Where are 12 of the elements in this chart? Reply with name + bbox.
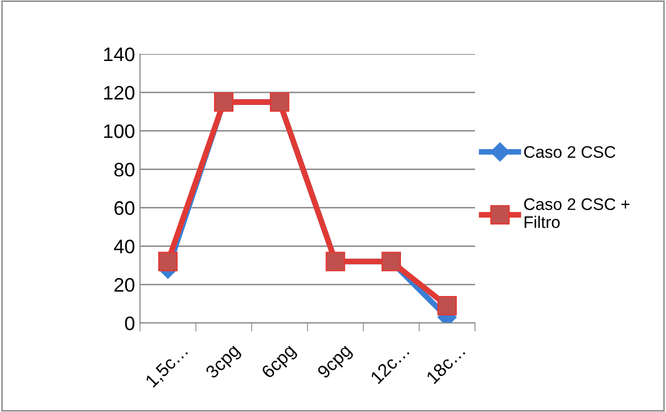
y-tick-label: 0 [125, 316, 134, 330]
y-tick-label: 120 [104, 86, 134, 100]
y-tick-label: 60 [114, 201, 134, 215]
y-tick-label: 140 [104, 47, 134, 62]
y-tick-label: 80 [114, 162, 134, 177]
legend-label: Caso 2 CSC [524, 146, 616, 158]
y-tick-label: 100 [104, 124, 134, 138]
legend-label: Caso 2 CSC + Filtro [524, 198, 630, 228]
point [158, 252, 178, 272]
y-tick-label: 40 [114, 240, 134, 254]
y-tick-label: 20 [114, 278, 134, 292]
point [437, 296, 457, 316]
